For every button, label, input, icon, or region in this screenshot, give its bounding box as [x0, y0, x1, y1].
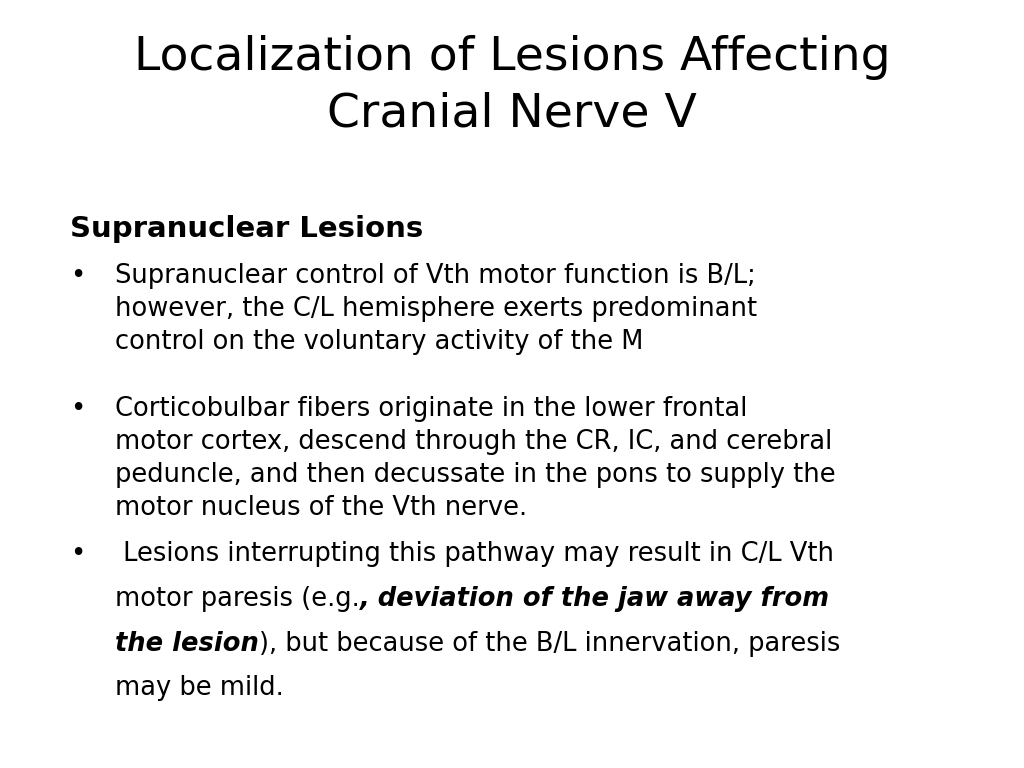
Text: Supranuclear control of Vth motor function is B/L;
however, the C/L hemisphere e: Supranuclear control of Vth motor functi… — [115, 263, 757, 355]
Text: Supranuclear Lesions: Supranuclear Lesions — [70, 215, 423, 243]
Text: motor paresis (e.g.: motor paresis (e.g. — [115, 586, 359, 612]
Text: •: • — [70, 541, 85, 568]
Text: ), but because of the B/L innervation, paresis: ), but because of the B/L innervation, p… — [259, 631, 840, 657]
Text: may be mild.: may be mild. — [115, 675, 284, 701]
Text: Localization of Lesions Affecting
Cranial Nerve V: Localization of Lesions Affecting Crania… — [134, 35, 890, 137]
Text: •: • — [70, 396, 85, 422]
Text: •: • — [70, 263, 85, 289]
Text: Lesions interrupting this pathway may result in C/L Vth: Lesions interrupting this pathway may re… — [115, 541, 834, 568]
Text: the lesion: the lesion — [115, 631, 259, 657]
Text: , deviation of the jaw away from: , deviation of the jaw away from — [359, 586, 829, 612]
Text: Corticobulbar fibers originate in the lower frontal
motor cortex, descend throug: Corticobulbar fibers originate in the lo… — [115, 396, 836, 521]
